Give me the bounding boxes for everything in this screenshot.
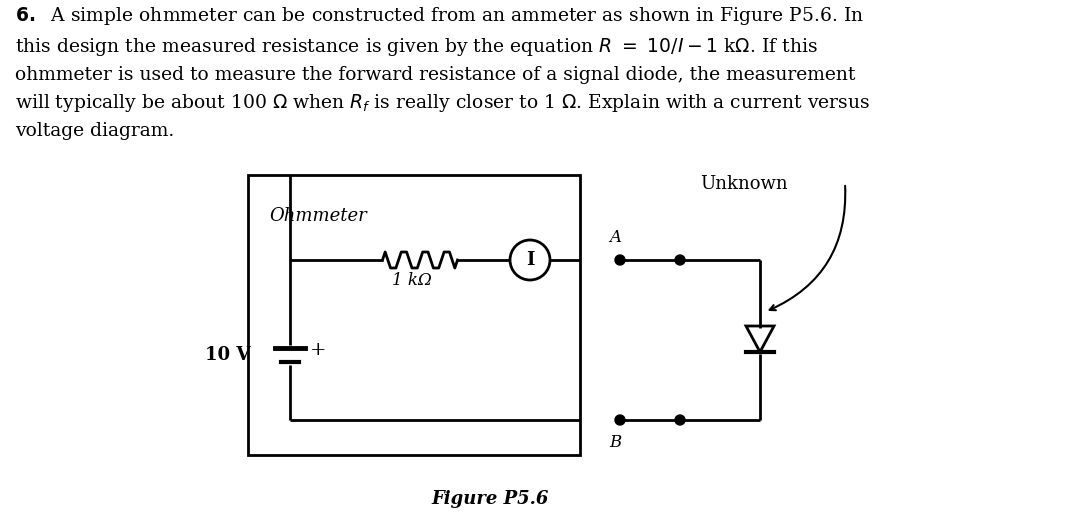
Text: $\bf{6.}$  A simple ohmmeter can be constructed from an ammeter as shown in Figu: $\bf{6.}$ A simple ohmmeter can be const…	[15, 5, 870, 140]
Text: 10 V: 10 V	[204, 346, 250, 364]
Text: B: B	[609, 434, 621, 451]
Text: 1 kΩ: 1 kΩ	[392, 272, 431, 289]
Text: Ohmmeter: Ohmmeter	[269, 207, 367, 225]
Circle shape	[510, 240, 550, 280]
Text: A: A	[609, 229, 621, 246]
Text: Figure P5.6: Figure P5.6	[431, 490, 549, 508]
Text: I: I	[526, 251, 535, 269]
Bar	[247, 175, 580, 455]
Circle shape	[675, 255, 685, 265]
Circle shape	[615, 415, 625, 425]
Circle shape	[675, 415, 685, 425]
Circle shape	[615, 255, 625, 265]
Text: Unknown: Unknown	[700, 175, 788, 193]
Text: +: +	[310, 341, 326, 359]
